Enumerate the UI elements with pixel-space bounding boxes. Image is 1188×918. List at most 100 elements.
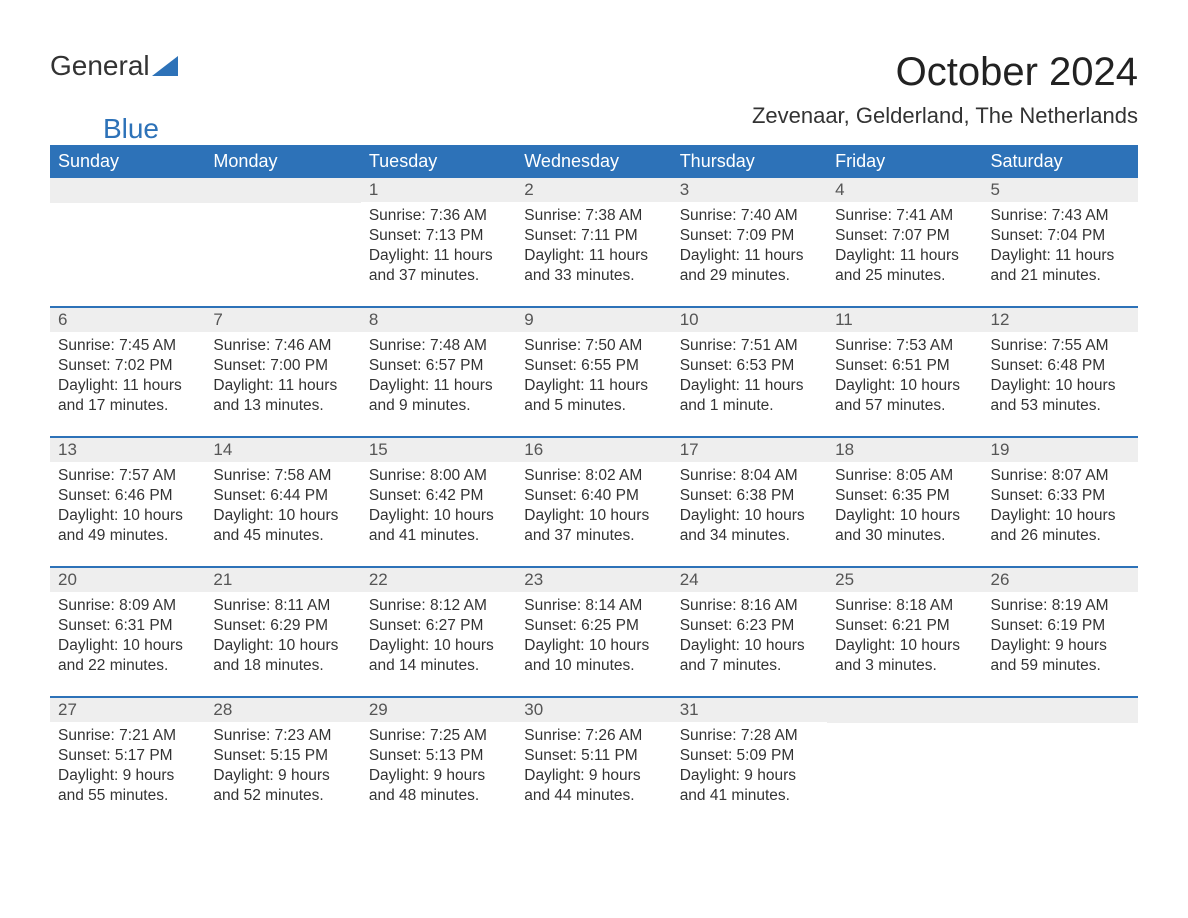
- day-content: Sunrise: 8:04 AMSunset: 6:38 PMDaylight:…: [672, 462, 827, 551]
- header-row-days: Sunday Monday Tuesday Wednesday Thursday…: [50, 145, 1138, 178]
- day-number: 25: [827, 568, 982, 592]
- col-thursday: Thursday: [672, 145, 827, 178]
- day-content: Sunrise: 7:41 AMSunset: 7:07 PMDaylight:…: [827, 202, 982, 291]
- calendar-day-cell: 22Sunrise: 8:12 AMSunset: 6:27 PMDayligh…: [361, 567, 516, 697]
- logo-text-blue: Blue: [103, 113, 159, 145]
- calendar-body: 1Sunrise: 7:36 AMSunset: 7:13 PMDaylight…: [50, 178, 1138, 826]
- calendar-week: 13Sunrise: 7:57 AMSunset: 6:46 PMDayligh…: [50, 437, 1138, 567]
- day-content: Sunrise: 8:00 AMSunset: 6:42 PMDaylight:…: [361, 462, 516, 551]
- calendar-day-cell: 7Sunrise: 7:46 AMSunset: 7:00 PMDaylight…: [205, 307, 360, 437]
- calendar-day-cell: 21Sunrise: 8:11 AMSunset: 6:29 PMDayligh…: [205, 567, 360, 697]
- calendar-day-cell: 8Sunrise: 7:48 AMSunset: 6:57 PMDaylight…: [361, 307, 516, 437]
- day-number: 23: [516, 568, 671, 592]
- calendar-day-cell: 14Sunrise: 7:58 AMSunset: 6:44 PMDayligh…: [205, 437, 360, 567]
- day-content: Sunrise: 7:58 AMSunset: 6:44 PMDaylight:…: [205, 462, 360, 551]
- day-number: 1: [361, 178, 516, 202]
- day-content: Sunrise: 7:21 AMSunset: 5:17 PMDaylight:…: [50, 722, 205, 811]
- day-content: Sunrise: 8:07 AMSunset: 6:33 PMDaylight:…: [983, 462, 1138, 551]
- header-row: General October 2024: [50, 50, 1138, 95]
- calendar-day-cell: 31Sunrise: 7:28 AMSunset: 5:09 PMDayligh…: [672, 697, 827, 826]
- day-number: 28: [205, 698, 360, 722]
- day-content: Sunrise: 7:25 AMSunset: 5:13 PMDaylight:…: [361, 722, 516, 811]
- day-number: 17: [672, 438, 827, 462]
- day-number: 8: [361, 308, 516, 332]
- calendar-day-cell: 24Sunrise: 8:16 AMSunset: 6:23 PMDayligh…: [672, 567, 827, 697]
- calendar-day-cell: 19Sunrise: 8:07 AMSunset: 6:33 PMDayligh…: [983, 437, 1138, 567]
- calendar-week: 6Sunrise: 7:45 AMSunset: 7:02 PMDaylight…: [50, 307, 1138, 437]
- calendar-day-cell: [205, 178, 360, 307]
- day-content: Sunrise: 8:09 AMSunset: 6:31 PMDaylight:…: [50, 592, 205, 681]
- day-number: 19: [983, 438, 1138, 462]
- day-number: 27: [50, 698, 205, 722]
- col-monday: Monday: [205, 145, 360, 178]
- day-number: 3: [672, 178, 827, 202]
- calendar-week: 1Sunrise: 7:36 AMSunset: 7:13 PMDaylight…: [50, 178, 1138, 307]
- day-number: 30: [516, 698, 671, 722]
- calendar-day-cell: 15Sunrise: 8:00 AMSunset: 6:42 PMDayligh…: [361, 437, 516, 567]
- col-tuesday: Tuesday: [361, 145, 516, 178]
- calendar-day-cell: 6Sunrise: 7:45 AMSunset: 7:02 PMDaylight…: [50, 307, 205, 437]
- calendar-day-cell: 28Sunrise: 7:23 AMSunset: 5:15 PMDayligh…: [205, 697, 360, 826]
- day-content: Sunrise: 7:28 AMSunset: 5:09 PMDaylight:…: [672, 722, 827, 811]
- day-number: 12: [983, 308, 1138, 332]
- day-number: 16: [516, 438, 671, 462]
- calendar-table: Sunday Monday Tuesday Wednesday Thursday…: [50, 145, 1138, 826]
- day-number: 9: [516, 308, 671, 332]
- day-number: 22: [361, 568, 516, 592]
- day-number: 6: [50, 308, 205, 332]
- day-number: 20: [50, 568, 205, 592]
- page-title: October 2024: [896, 50, 1138, 95]
- day-content: Sunrise: 8:19 AMSunset: 6:19 PMDaylight:…: [983, 592, 1138, 681]
- day-number: 7: [205, 308, 360, 332]
- day-content: Sunrise: 8:16 AMSunset: 6:23 PMDaylight:…: [672, 592, 827, 681]
- logo-text-general: General: [50, 50, 150, 82]
- day-content: Sunrise: 7:38 AMSunset: 7:11 PMDaylight:…: [516, 202, 671, 291]
- calendar-day-cell: [983, 697, 1138, 826]
- calendar-day-cell: 17Sunrise: 8:04 AMSunset: 6:38 PMDayligh…: [672, 437, 827, 567]
- day-number: [50, 178, 205, 203]
- calendar-day-cell: [827, 697, 982, 826]
- day-number: 21: [205, 568, 360, 592]
- logo-triangle-icon: [152, 56, 178, 76]
- day-number: 31: [672, 698, 827, 722]
- calendar-day-cell: [50, 178, 205, 307]
- calendar-day-cell: 3Sunrise: 7:40 AMSunset: 7:09 PMDaylight…: [672, 178, 827, 307]
- day-number: 11: [827, 308, 982, 332]
- day-content: Sunrise: 7:40 AMSunset: 7:09 PMDaylight:…: [672, 202, 827, 291]
- day-number: [827, 698, 982, 723]
- day-content: Sunrise: 8:11 AMSunset: 6:29 PMDaylight:…: [205, 592, 360, 681]
- day-number: 13: [50, 438, 205, 462]
- calendar-day-cell: 20Sunrise: 8:09 AMSunset: 6:31 PMDayligh…: [50, 567, 205, 697]
- day-content: Sunrise: 7:51 AMSunset: 6:53 PMDaylight:…: [672, 332, 827, 421]
- calendar-day-cell: 26Sunrise: 8:19 AMSunset: 6:19 PMDayligh…: [983, 567, 1138, 697]
- calendar-day-cell: 1Sunrise: 7:36 AMSunset: 7:13 PMDaylight…: [361, 178, 516, 307]
- day-number: 5: [983, 178, 1138, 202]
- day-content: Sunrise: 7:46 AMSunset: 7:00 PMDaylight:…: [205, 332, 360, 421]
- day-number: 4: [827, 178, 982, 202]
- day-content: Sunrise: 8:14 AMSunset: 6:25 PMDaylight:…: [516, 592, 671, 681]
- calendar-day-cell: 18Sunrise: 8:05 AMSunset: 6:35 PMDayligh…: [827, 437, 982, 567]
- calendar-day-cell: 12Sunrise: 7:55 AMSunset: 6:48 PMDayligh…: [983, 307, 1138, 437]
- day-content: Sunrise: 8:12 AMSunset: 6:27 PMDaylight:…: [361, 592, 516, 681]
- day-content: Sunrise: 7:43 AMSunset: 7:04 PMDaylight:…: [983, 202, 1138, 291]
- col-sunday: Sunday: [50, 145, 205, 178]
- day-content: Sunrise: 7:36 AMSunset: 7:13 PMDaylight:…: [361, 202, 516, 291]
- logo: General: [50, 50, 178, 82]
- day-content: Sunrise: 8:02 AMSunset: 6:40 PMDaylight:…: [516, 462, 671, 551]
- day-number: 2: [516, 178, 671, 202]
- location-text: Zevenaar, Gelderland, The Netherlands: [752, 103, 1138, 129]
- calendar-day-cell: 27Sunrise: 7:21 AMSunset: 5:17 PMDayligh…: [50, 697, 205, 826]
- day-content: Sunrise: 7:53 AMSunset: 6:51 PMDaylight:…: [827, 332, 982, 421]
- calendar-day-cell: 11Sunrise: 7:53 AMSunset: 6:51 PMDayligh…: [827, 307, 982, 437]
- day-number: 10: [672, 308, 827, 332]
- calendar-day-cell: 5Sunrise: 7:43 AMSunset: 7:04 PMDaylight…: [983, 178, 1138, 307]
- day-number: 29: [361, 698, 516, 722]
- calendar-day-cell: 25Sunrise: 8:18 AMSunset: 6:21 PMDayligh…: [827, 567, 982, 697]
- calendar-day-cell: 13Sunrise: 7:57 AMSunset: 6:46 PMDayligh…: [50, 437, 205, 567]
- calendar-day-cell: 30Sunrise: 7:26 AMSunset: 5:11 PMDayligh…: [516, 697, 671, 826]
- day-number: [983, 698, 1138, 723]
- day-content: Sunrise: 7:48 AMSunset: 6:57 PMDaylight:…: [361, 332, 516, 421]
- day-number: 24: [672, 568, 827, 592]
- day-number: 14: [205, 438, 360, 462]
- calendar-day-cell: 16Sunrise: 8:02 AMSunset: 6:40 PMDayligh…: [516, 437, 671, 567]
